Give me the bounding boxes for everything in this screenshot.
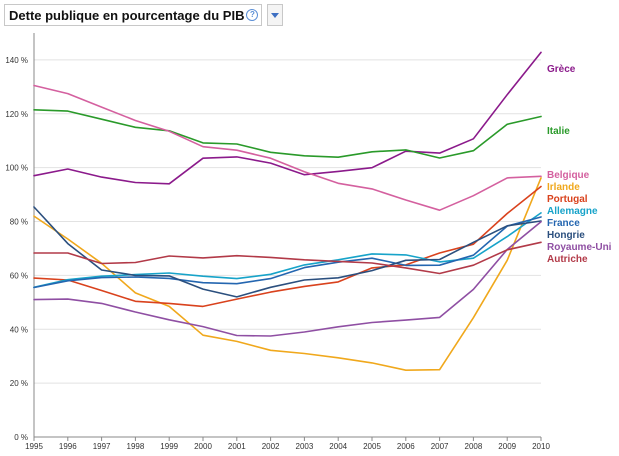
x-tick-label: 1997 bbox=[93, 442, 111, 451]
x-tick-label: 2004 bbox=[329, 442, 347, 451]
legend-label-2: Belgique bbox=[547, 170, 590, 181]
legend-label-4: Portugal bbox=[547, 194, 588, 205]
y-tick-label: 60 % bbox=[10, 271, 28, 280]
chart-title: Dette publique en pourcentage du PIB bbox=[9, 7, 245, 23]
chart-title-box: Dette publique en pourcentage du PIB ? bbox=[4, 4, 263, 26]
legend-label-7: Hongrie bbox=[547, 230, 585, 241]
chart-options-dropdown[interactable] bbox=[267, 4, 284, 26]
legend-label-1: Italie bbox=[547, 126, 570, 137]
series-line-4 bbox=[33, 185, 542, 308]
x-tick-label: 2001 bbox=[228, 442, 246, 451]
info-icon[interactable]: ? bbox=[246, 9, 259, 21]
legend-label-6: France bbox=[547, 218, 580, 229]
legend-label-3: Irlande bbox=[547, 182, 580, 193]
y-tick-label: 20 % bbox=[10, 379, 28, 388]
series-line-9 bbox=[33, 241, 542, 275]
x-tick-label: 2000 bbox=[194, 442, 212, 451]
series-line-7 bbox=[33, 206, 542, 298]
x-tick-label: 2005 bbox=[363, 442, 381, 451]
legend-label-0: Grèce bbox=[547, 64, 576, 75]
x-tick-label: 2003 bbox=[296, 442, 314, 451]
x-tick-label: 2009 bbox=[498, 442, 516, 451]
y-tick-label: 40 % bbox=[10, 325, 28, 334]
y-tick-label: 120 % bbox=[5, 110, 28, 119]
y-tick-label: 0 % bbox=[14, 433, 28, 442]
x-tick-label: 2002 bbox=[262, 442, 280, 451]
legend-label-9: Autriche bbox=[547, 254, 588, 265]
series-line-6 bbox=[33, 216, 542, 289]
chevron-down-icon bbox=[271, 12, 280, 18]
legend-label-5: Allemagne bbox=[547, 206, 598, 217]
x-tick-label: 1998 bbox=[127, 442, 145, 451]
series-line-2 bbox=[33, 84, 542, 211]
x-tick-label: 1996 bbox=[59, 442, 77, 451]
series-line-3 bbox=[33, 177, 542, 372]
y-tick-label: 80 % bbox=[10, 218, 28, 227]
x-tick-label: 1995 bbox=[25, 442, 43, 451]
legend-label-8: Royaume-Uni bbox=[547, 242, 612, 253]
y-tick-label: 100 % bbox=[5, 164, 28, 173]
x-tick-label: 2006 bbox=[397, 442, 415, 451]
x-tick-label: 2007 bbox=[431, 442, 449, 451]
series-line-8 bbox=[33, 221, 542, 337]
chart-title-bar: Dette publique en pourcentage du PIB ? bbox=[4, 4, 284, 26]
x-tick-label: 1999 bbox=[160, 442, 178, 451]
series-line-5 bbox=[33, 212, 542, 289]
series-line-1 bbox=[33, 109, 542, 159]
x-tick-label: 2008 bbox=[465, 442, 483, 451]
y-tick-label: 140 % bbox=[5, 56, 28, 65]
series-line-0 bbox=[33, 51, 542, 185]
x-tick-label: 2010 bbox=[532, 442, 550, 451]
